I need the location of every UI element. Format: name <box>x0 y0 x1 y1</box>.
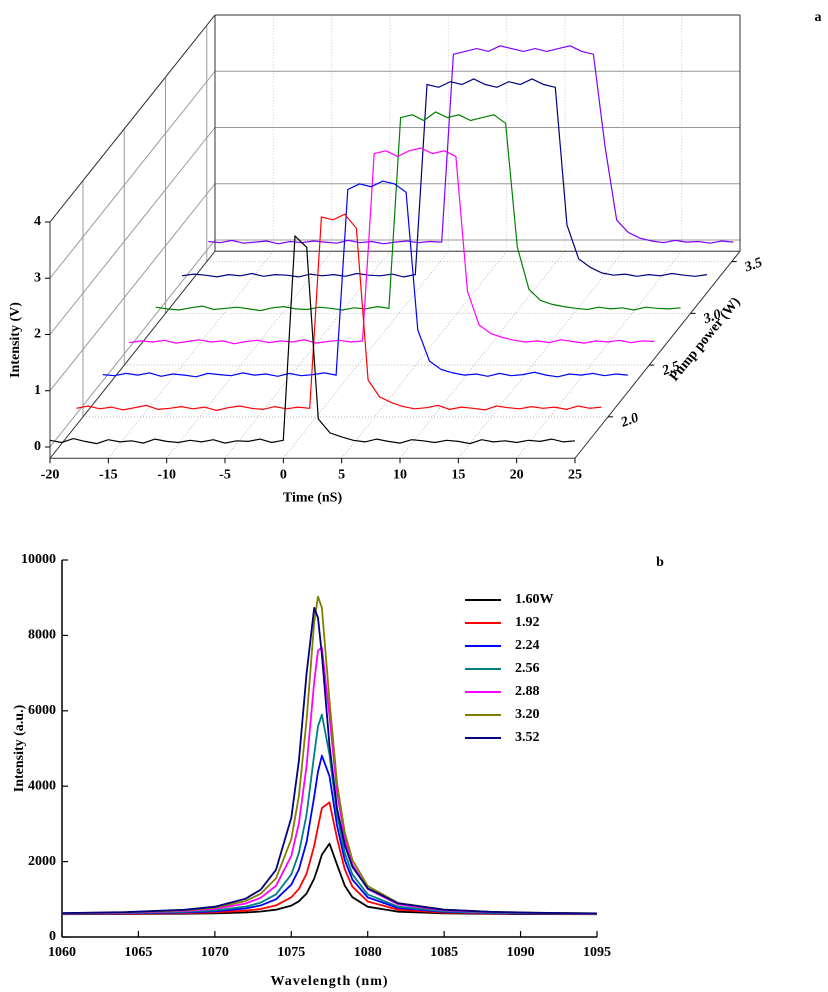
trace <box>155 111 681 312</box>
trace <box>76 213 602 412</box>
grid-line <box>457 250 624 459</box>
y-tick-label: 2000 <box>28 854 56 869</box>
spectrum-line <box>61 713 598 915</box>
x-tick-label: 15 <box>451 467 465 482</box>
grid-line <box>49 239 216 448</box>
x-tick-label: 1085 <box>430 945 458 960</box>
legend-label: 2.88 <box>515 684 540 699</box>
legend-label: 2.56 <box>515 661 540 676</box>
y-tick-label: 8000 <box>28 628 56 643</box>
grid-line <box>224 250 391 459</box>
x-tick-label: 5 <box>338 467 345 482</box>
x-axis-title: Time (nS) <box>283 490 343 505</box>
x-tick-label: -15 <box>99 467 118 482</box>
x-tick-label: 10 <box>393 467 407 482</box>
x-tick-label: 1090 <box>507 945 535 960</box>
y-tick-label: 6000 <box>28 703 56 718</box>
x-tick-label: -5 <box>219 467 231 482</box>
x-tick-label: 1065 <box>124 945 152 960</box>
z-tick-label: 3.0 <box>701 307 724 327</box>
y-tick-label: 3 <box>34 270 41 285</box>
grid-line <box>516 250 683 459</box>
x-tick-label: -20 <box>41 467 60 482</box>
grid-line <box>49 127 216 335</box>
trace <box>181 78 708 278</box>
legend-label: 2.24 <box>515 638 540 653</box>
trace <box>129 147 655 345</box>
grid-line <box>399 250 566 459</box>
legend-label: 3.52 <box>515 730 540 745</box>
z-tick-label: 2.0 <box>618 411 641 431</box>
y-tick-label: 0 <box>34 439 41 454</box>
y-axis-title: Intensity (V) <box>8 302 23 378</box>
legend-label: 1.92 <box>515 615 540 630</box>
x-tick-label: 1060 <box>48 945 76 960</box>
grid-line <box>49 70 216 279</box>
grid-line <box>341 250 508 459</box>
x-tick-label: -10 <box>157 467 176 482</box>
trace <box>208 45 734 245</box>
axis-frame <box>49 14 216 223</box>
y-tick-label: 2 <box>34 327 41 342</box>
x-tick-label: 0 <box>280 467 287 482</box>
panel-label: a <box>815 10 822 25</box>
panel-label: b <box>656 555 664 570</box>
grid-line <box>166 250 333 459</box>
spectrum-line <box>61 754 598 915</box>
x-tick-label: 1095 <box>583 945 611 960</box>
grid-line <box>107 250 274 459</box>
x-tick-label: 25 <box>568 467 582 482</box>
y-tick-label: 0 <box>49 929 56 944</box>
trace <box>102 180 628 378</box>
x-tick-label: 1080 <box>354 945 382 960</box>
legend-label: 1.60W <box>515 592 554 607</box>
grid-line <box>49 183 216 392</box>
y-tick-label: 4 <box>34 214 41 229</box>
y-tick-label: 10000 <box>21 552 56 567</box>
legend-label: 3.20 <box>515 707 540 722</box>
y-tick-label: 4000 <box>28 778 56 793</box>
axis-frame <box>574 250 741 459</box>
x-axis-title: Wavelength (nm) <box>270 974 388 989</box>
axis-frame <box>49 250 216 459</box>
spectrum-line <box>61 606 598 915</box>
y-axis-title: Intensity (a.u.) <box>12 704 27 792</box>
x-tick-label: 20 <box>510 467 524 482</box>
y-tick-label: 1 <box>34 383 41 398</box>
x-tick-label: 1070 <box>201 945 229 960</box>
z-tick-label: 3.5 <box>742 255 765 275</box>
x-tick-label: 1075 <box>277 945 305 960</box>
spectrum-line <box>61 801 598 915</box>
trace <box>49 234 576 445</box>
spectrum-line <box>61 842 598 916</box>
z-tick-label: 2.5 <box>659 359 682 379</box>
